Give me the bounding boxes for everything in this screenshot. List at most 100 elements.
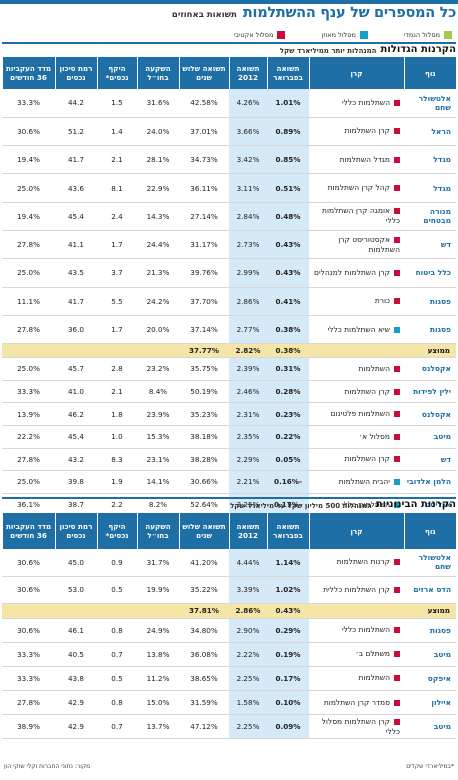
abroad-cell: 14.1% <box>137 470 179 494</box>
consistency-cell: 25.0% <box>2 357 55 381</box>
track-color-marker <box>394 718 400 725</box>
table-row: אקסלנס השתלמות 0.31% 2.39% 35.75% 23.2% 2.8 45.… <box>2 357 456 381</box>
return-2012-cell: 2.31% <box>229 402 267 426</box>
company-cell: מיטב <box>404 714 456 740</box>
return-3y-cell: 31.17% <box>179 230 229 260</box>
risk-cell: 45.4 <box>55 425 97 449</box>
fund-name: מגדל השתלמות <box>339 154 390 164</box>
consistency-cell: 22.2% <box>2 425 55 449</box>
track-color-marker <box>394 269 400 276</box>
feb-return-cell: 1.01% <box>267 89 309 118</box>
feb-return-cell: 0.43% <box>267 258 309 288</box>
company-cell: פסגות <box>404 315 456 345</box>
consistency-cell: 27.8% <box>2 690 55 716</box>
abroad-cell: 23.1% <box>137 448 179 472</box>
consistency-cell: 11.1% <box>2 287 55 316</box>
column-header: תשואה שלוש שנים <box>178 57 229 89</box>
footer: *במיליארדי שקלים מקור: נתוני החברות וקלי… <box>4 763 454 770</box>
column-header: קרן <box>308 513 404 549</box>
consistency-cell: 19.4% <box>2 202 55 231</box>
fund-name-cell: אומגה קרן השתלמות כללי <box>309 202 404 231</box>
return-2012-cell: 2.29% <box>229 448 267 472</box>
company-cell: אקסלנס <box>404 402 456 426</box>
assets-cell: 1.8 <box>97 402 137 426</box>
return-3y-cell: 37.01% <box>179 117 229 147</box>
return-2012-cell: 3.42% <box>229 145 267 175</box>
return-2012-cell: 2.25% <box>229 666 267 692</box>
column-header: גוף <box>403 513 456 549</box>
return-3y-cell: 39.76% <box>179 258 229 288</box>
return-2012-cell: 2.99% <box>229 258 267 288</box>
return-2012-cell: 2.22% <box>229 642 267 667</box>
track-color-marker <box>394 559 400 566</box>
consistency-cell: 33.3% <box>2 89 55 118</box>
assets-cell: 1.5 <box>97 89 137 118</box>
fund-name: אומגה קרן השתלמות כללי <box>322 206 400 226</box>
feb-return-cell: 0.05% <box>267 448 309 472</box>
abroad-cell: 24.4% <box>137 230 179 260</box>
column-header: השקעה בחו״ל <box>136 513 179 549</box>
company-cell: דש <box>404 230 456 260</box>
company-cell: אקסלנס <box>404 357 456 381</box>
table-row: כלל ביטוח קרן השתלמות למנהלים 0.43% 2.99% 39… <box>2 258 456 288</box>
abroad-cell: 23.9% <box>137 402 179 426</box>
track-color-marker <box>394 478 400 485</box>
assets-cell: 1.0 <box>97 425 137 449</box>
fund-name-cell: קרן השתלמות <box>309 117 404 147</box>
return-2012-cell: 2.35% <box>229 425 267 449</box>
return-3y-cell: 37.14% <box>179 315 229 345</box>
abroad-cell: 19.9% <box>137 576 179 604</box>
fund-name: סמדר קרן השתלמות <box>323 697 390 707</box>
company-cell: הלמן אלדובי <box>404 470 456 494</box>
fund-name: שיא השתלמות כללי <box>327 324 390 334</box>
return-3y-cell: 34.80% <box>179 618 229 643</box>
fund-name-cell: מסלול א׳ <box>309 425 404 449</box>
medium-funds-table: גוף קרן תשואה בפברואר תשואה 2012 תשואה שלוש … <box>1 513 456 740</box>
risk-cell: 43.2 <box>55 448 97 472</box>
return-2012-cell: 1.58% <box>229 690 267 716</box>
assets-cell: 8.3 <box>97 448 137 472</box>
risk-cell: 41.7 <box>55 287 97 316</box>
feb-return-cell: 1.02% <box>267 576 309 604</box>
company-cell: מנורה מבטחים <box>404 202 456 231</box>
assets-cell: 8.1 <box>97 173 137 203</box>
table-row: פסגות שיא השתלמות כללי 0.38% 2.77% 37.14% 20.… <box>2 315 456 345</box>
return-3y-cell: 27.14% <box>179 202 229 231</box>
header-row: גוף קרן תשואה בפברואר תשואה 2012 תשואה שלוש … <box>1 513 456 549</box>
column-header: תשואה בפברואר <box>266 513 309 549</box>
average-label: ממוצע <box>309 343 456 359</box>
column-header: תשואה 2012 <box>228 513 267 549</box>
column-header: מדד העקביות 36 חודשים <box>1 57 55 89</box>
fund-name: אקסטוריסט קרן השתלמות <box>338 234 400 254</box>
section-medium-funds-title: הקרנות הבינוניות המנהלות 500 מיליון שקל … <box>2 497 456 511</box>
risk-cell: 39.8 <box>55 470 97 494</box>
feb-return-cell: 0.31% <box>267 357 309 381</box>
assets-cell: 1.7 <box>97 230 137 260</box>
feb-return-cell: 0.10% <box>267 690 309 716</box>
average-3y: 37.77% <box>179 343 229 359</box>
header-row: גוף קרן תשואה בפברואר תשואה 2012 תשואה שלוש … <box>1 57 456 89</box>
risk-cell: 36.0 <box>55 315 97 345</box>
fund-name-cell: סמדר קרן השתלמות <box>309 690 404 716</box>
table-row: אלטשולר שחם קרנות השתלמות 1.14% 4.44% 41.20%… <box>2 549 456 577</box>
consistency-cell: 13.9% <box>2 402 55 426</box>
consistency-cell: 30.6% <box>2 576 55 604</box>
consistency-cell: 33.3% <box>2 642 55 667</box>
fund-name-cell: השתלמות פלטינום <box>309 402 404 426</box>
return-3y-cell: 38.28% <box>179 448 229 472</box>
fund-name-cell: קרן השתלמות כללית <box>309 576 404 604</box>
feb-return-cell: 0.23% <box>267 402 309 426</box>
fund-name: קרן השתלמות מסלול כללי <box>321 716 400 736</box>
company-cell: אלטשולר שחם <box>404 89 456 118</box>
company-cell: איפקס <box>404 666 456 692</box>
average-2012: 2.82% <box>229 343 267 359</box>
assets-cell: 0.5 <box>97 666 137 692</box>
company-cell: דש <box>404 448 456 472</box>
risk-cell: 53.0 <box>55 576 97 604</box>
risk-cell: 43.6 <box>55 173 97 203</box>
table-row: פסגות כורת 0.41% 2.86% 37.70% 24.2% 5.5 41.7 11.… <box>2 287 456 316</box>
fund-name: קרן השתלמות למנהלים <box>313 267 390 277</box>
abroad-cell: 31.7% <box>137 549 179 577</box>
consistency-cell: 38.9% <box>2 714 55 740</box>
average-feb: 0.43% <box>267 603 309 619</box>
